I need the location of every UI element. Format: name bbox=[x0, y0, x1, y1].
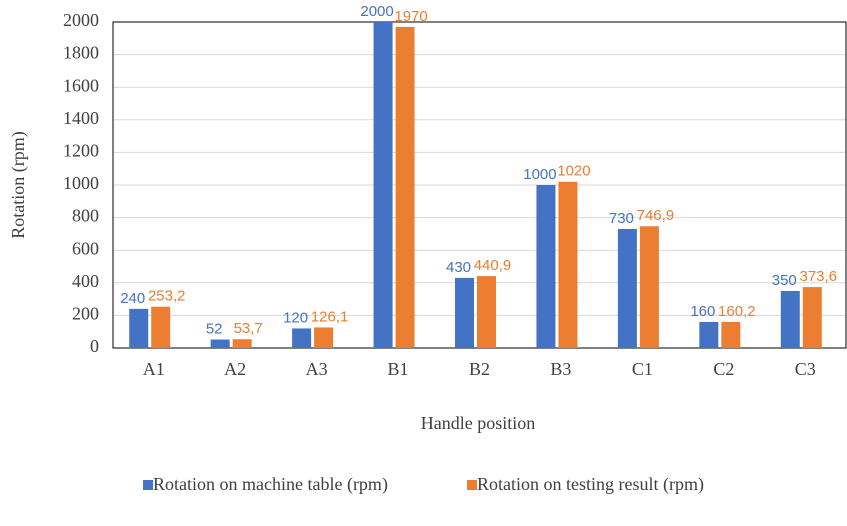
bar bbox=[558, 181, 578, 348]
y-tick-label: 1000 bbox=[63, 173, 99, 193]
y-tick-label: 1800 bbox=[63, 43, 99, 63]
data-label: 126,1 bbox=[311, 308, 349, 325]
data-label: 52 bbox=[206, 320, 223, 337]
y-tick-label: 800 bbox=[72, 206, 99, 226]
bar bbox=[536, 185, 556, 348]
data-label: 120 bbox=[283, 309, 308, 326]
data-label: 440,9 bbox=[474, 257, 512, 274]
bar bbox=[477, 276, 496, 348]
x-tick-label: C3 bbox=[795, 359, 816, 379]
y-tick-label: 0 bbox=[90, 336, 99, 356]
bar bbox=[802, 287, 822, 348]
x-tick-label: B1 bbox=[388, 359, 409, 379]
bar bbox=[780, 290, 800, 348]
x-tick-label: C1 bbox=[632, 359, 653, 379]
y-tick-label: 1200 bbox=[63, 141, 99, 161]
bar bbox=[699, 321, 719, 348]
data-label: 1970 bbox=[394, 8, 427, 25]
bar bbox=[292, 328, 312, 348]
data-label: 240 bbox=[120, 290, 145, 307]
y-tick-label: 200 bbox=[72, 304, 99, 324]
y-tick-label: 1400 bbox=[63, 108, 99, 128]
data-label: 350 bbox=[772, 272, 797, 289]
y-axis-title: Rotation (rpm) bbox=[8, 131, 29, 238]
legend-label: Rotation on machine table (rpm) bbox=[153, 474, 388, 494]
bar bbox=[639, 226, 659, 348]
y-tick-label: 600 bbox=[72, 238, 99, 258]
y-tick-label: 1600 bbox=[63, 75, 99, 95]
x-tick-label: C2 bbox=[713, 359, 734, 379]
y-tick-label: 2000 bbox=[63, 10, 99, 30]
x-tick-label: A2 bbox=[224, 359, 246, 379]
bar bbox=[617, 229, 637, 348]
data-label: 253,2 bbox=[148, 288, 186, 305]
bar bbox=[455, 277, 474, 348]
bar bbox=[129, 308, 149, 348]
bar bbox=[721, 321, 741, 348]
y-tick-label: 400 bbox=[72, 271, 99, 291]
data-label: 160 bbox=[690, 303, 715, 320]
data-label: 160,2 bbox=[718, 303, 756, 320]
x-axis-title: Handle position bbox=[421, 413, 536, 433]
data-label: 746,9 bbox=[637, 207, 675, 224]
x-tick-label: B2 bbox=[469, 359, 490, 379]
legend-label: Rotation on testing result (rpm) bbox=[477, 474, 704, 494]
data-label: 1020 bbox=[557, 163, 590, 180]
data-label: 373,6 bbox=[800, 268, 838, 285]
data-label: 2000 bbox=[360, 3, 393, 20]
legend-swatch bbox=[467, 480, 477, 490]
bar bbox=[314, 327, 334, 348]
x-tick-label: B3 bbox=[550, 359, 571, 379]
data-label: 430 bbox=[446, 259, 471, 276]
bar bbox=[151, 306, 171, 348]
legend-swatch bbox=[143, 480, 153, 490]
data-label: 53,7 bbox=[234, 320, 263, 337]
bar bbox=[210, 339, 230, 348]
x-tick-label: A1 bbox=[143, 359, 165, 379]
bar bbox=[232, 339, 252, 348]
data-label: 1000 bbox=[523, 166, 556, 183]
data-label: 730 bbox=[609, 210, 634, 227]
bar bbox=[373, 22, 393, 348]
bar bbox=[395, 26, 415, 348]
x-tick-label: A3 bbox=[306, 359, 328, 379]
